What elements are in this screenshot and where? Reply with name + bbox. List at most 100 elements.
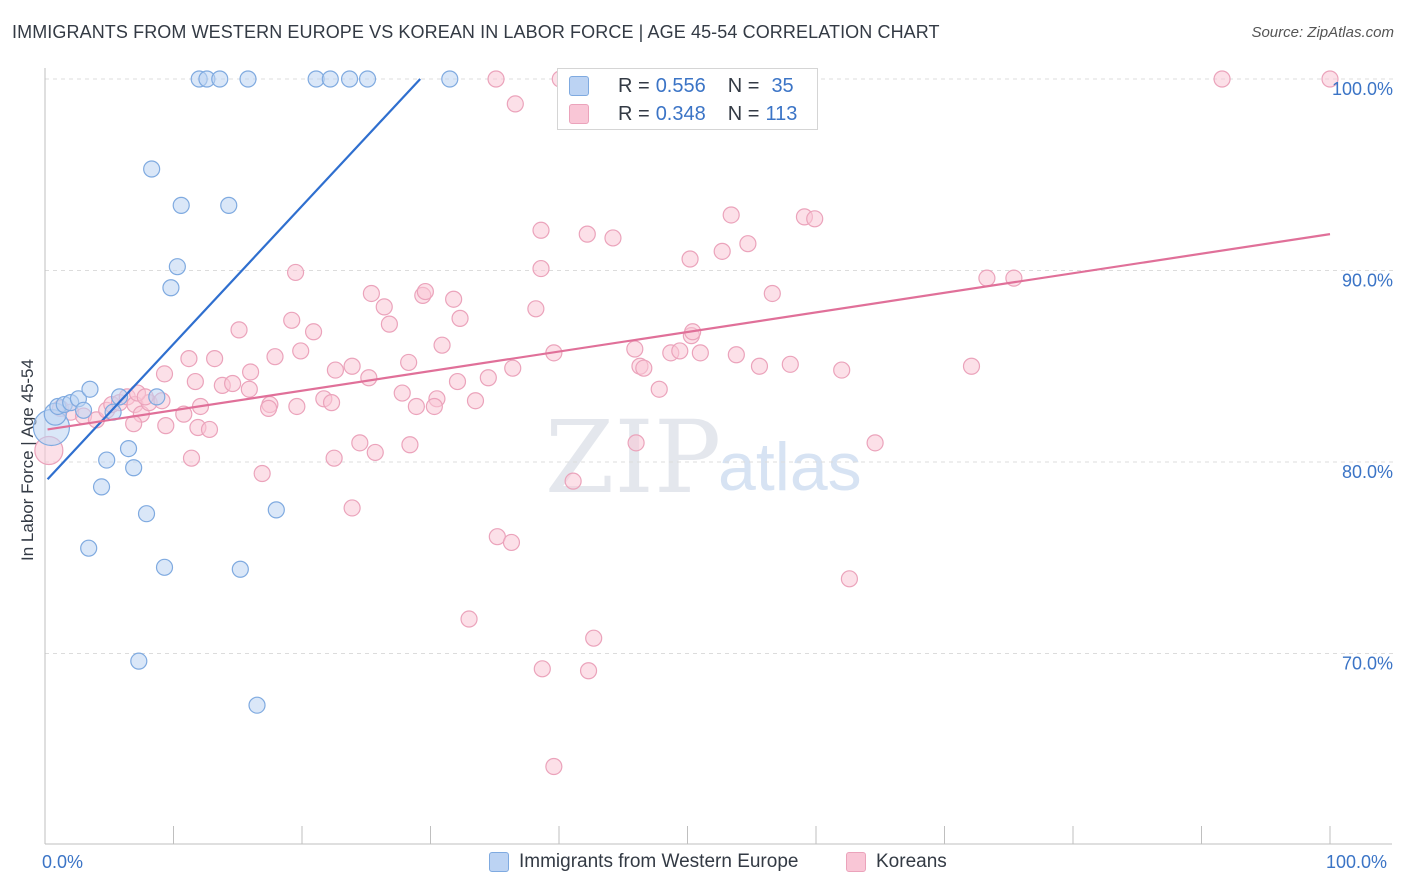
- point-korean: [266, 348, 284, 366]
- stats-r-label: R =: [618, 74, 650, 97]
- trendline-korean: [47, 233, 1331, 431]
- point-western-europe: [340, 70, 359, 88]
- point-korean: [564, 472, 582, 490]
- point-korean: [206, 349, 224, 368]
- point-western-europe: [98, 451, 116, 469]
- point-western-europe: [168, 258, 186, 276]
- point-korean: [681, 250, 699, 268]
- point-korean: [157, 417, 175, 435]
- point-western-europe: [267, 501, 285, 519]
- point-korean: [763, 284, 781, 303]
- point-korean: [840, 570, 859, 588]
- point-korean: [833, 361, 851, 379]
- point-korean: [866, 434, 884, 452]
- point-korean: [635, 359, 653, 377]
- point-korean: [533, 660, 551, 678]
- point-korean: [527, 300, 545, 318]
- x-tick-label-min: 0.0%: [42, 852, 84, 872]
- point-korean: [691, 344, 709, 362]
- stats-swatch-pink: [569, 104, 589, 124]
- point-korean: [448, 372, 467, 391]
- legend-label: Koreans: [876, 851, 947, 872]
- point-western-europe: [239, 70, 257, 88]
- point-korean: [504, 359, 522, 377]
- point-korean: [242, 363, 260, 381]
- point-korean: [650, 380, 668, 398]
- point-western-europe: [130, 652, 148, 670]
- point-korean: [502, 533, 521, 552]
- stats-legend: R = 0.556 N = 35 R = 0.348 N = 113: [557, 68, 818, 130]
- point-western-europe: [220, 196, 238, 214]
- point-korean: [532, 221, 550, 239]
- point-korean: [286, 263, 305, 282]
- point-korean: [671, 342, 689, 360]
- point-korean: [366, 443, 384, 462]
- point-korean: [627, 434, 645, 452]
- point-western-europe: [92, 478, 111, 496]
- point-korean: [393, 384, 411, 402]
- point-korean: [292, 342, 310, 360]
- y-tick-label: 80.0%: [1342, 462, 1393, 482]
- point-korean: [400, 353, 418, 372]
- point-korean: [304, 323, 323, 341]
- point-korean: [451, 309, 469, 327]
- point-western-europe: [143, 160, 161, 178]
- stats-n-label: N =: [727, 74, 760, 97]
- point-western-europe: [110, 388, 129, 406]
- legend-item-koreans[interactable]: Koreans: [846, 851, 947, 873]
- point-korean: [978, 269, 996, 287]
- point-korean: [604, 229, 622, 247]
- point-korean: [1321, 70, 1339, 88]
- y-tick-label: 70.0%: [1342, 654, 1393, 674]
- bottom-legend: Immigrants from Western Europe Koreans: [0, 851, 1406, 879]
- point-korean: [1213, 70, 1231, 88]
- point-korean: [545, 757, 563, 776]
- source-label: Source: ZipAtlas.com: [1251, 24, 1394, 41]
- stats-n-label: N =: [727, 102, 760, 125]
- point-korean: [375, 298, 393, 316]
- point-western-europe: [80, 539, 98, 557]
- point-korean: [326, 361, 345, 379]
- point-korean: [407, 397, 425, 416]
- watermark-zip: ZIP: [545, 399, 721, 516]
- point-western-europe: [172, 196, 190, 214]
- stats-r-value: 0.556: [655, 74, 706, 97]
- point-korean: [180, 349, 198, 368]
- point-korean: [230, 321, 248, 339]
- stats-swatch-blue: [569, 76, 589, 96]
- point-korean: [325, 449, 343, 467]
- stats-n-value: 35: [771, 74, 794, 97]
- stats-n-value: 113: [765, 102, 798, 125]
- point-korean: [806, 210, 824, 228]
- point-korean: [585, 629, 603, 647]
- point-western-europe: [441, 70, 459, 88]
- point-korean: [626, 340, 644, 358]
- chart-title: IMMIGRANTS FROM WESTERN EUROPE VS KOREAN…: [12, 22, 940, 42]
- legend-swatch-blue: [489, 852, 509, 872]
- stats-r-label: R =: [618, 102, 650, 125]
- legend-item-western-europe[interactable]: Immigrants from Western Europe: [489, 851, 798, 873]
- point-korean: [445, 290, 463, 308]
- point-korean: [343, 499, 361, 517]
- point-korean: [380, 315, 398, 333]
- point-korean: [224, 374, 242, 393]
- point-korean: [433, 336, 451, 354]
- legend-swatch-pink: [846, 852, 866, 872]
- point-korean: [200, 420, 219, 439]
- point-korean: [186, 372, 204, 391]
- point-korean: [532, 259, 550, 278]
- point-korean: [253, 464, 271, 483]
- legend-label: Immigrants from Western Europe: [519, 851, 799, 872]
- point-western-europe: [231, 560, 249, 578]
- stats-r-value: 0.348: [655, 102, 706, 125]
- point-western-europe: [125, 459, 143, 477]
- point-korean: [322, 394, 341, 412]
- point-western-europe: [119, 439, 138, 458]
- point-korean: [727, 346, 745, 364]
- point-korean: [283, 311, 301, 329]
- point-korean: [487, 70, 505, 88]
- point-korean: [351, 434, 369, 452]
- point-korean: [713, 242, 731, 260]
- point-korean: [155, 365, 174, 383]
